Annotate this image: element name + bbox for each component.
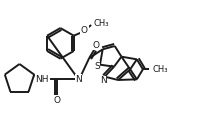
Text: N: N <box>100 76 107 85</box>
Text: NH: NH <box>36 75 49 84</box>
Text: N: N <box>75 75 82 84</box>
Text: O: O <box>81 26 88 35</box>
Text: O: O <box>92 41 99 50</box>
Text: S: S <box>94 61 100 70</box>
Text: O: O <box>53 96 61 105</box>
Text: CH₃: CH₃ <box>153 65 168 74</box>
Text: CH₃: CH₃ <box>94 19 109 28</box>
